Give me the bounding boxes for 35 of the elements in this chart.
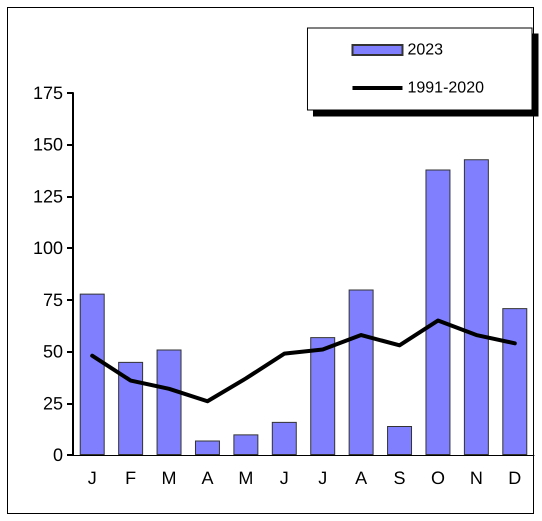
bar xyxy=(425,170,450,455)
x-tick-label: M xyxy=(162,468,177,488)
y-tick-label: 175 xyxy=(32,83,63,103)
y-tick-label: 50 xyxy=(42,342,63,362)
x-tick-label: S xyxy=(394,468,406,488)
line-series xyxy=(90,318,517,404)
bar xyxy=(118,362,144,455)
x-tick-label: D xyxy=(508,468,522,488)
y-tick-label: 125 xyxy=(32,186,63,206)
x-tick-label: F xyxy=(125,468,136,488)
bar xyxy=(502,308,528,455)
bar xyxy=(194,440,220,455)
x-tick-label: A xyxy=(201,468,214,488)
y-tick-label: 100 xyxy=(32,238,63,258)
x-tick-label: J xyxy=(280,468,289,488)
y-tick-label: 25 xyxy=(42,393,63,414)
x-tick-label: J xyxy=(88,468,97,488)
legend-label: 1991-2020 xyxy=(407,80,484,96)
x-tick-label: J xyxy=(318,468,328,488)
x-tick-label: N xyxy=(470,468,483,488)
bar xyxy=(387,426,412,455)
y-tick-label: 150 xyxy=(32,134,63,155)
bar xyxy=(156,350,182,455)
x-tick-label: A xyxy=(355,468,368,488)
bar xyxy=(348,290,374,455)
bar xyxy=(464,159,489,455)
bar xyxy=(233,434,258,455)
legend-label: 2023 xyxy=(407,42,444,58)
bar xyxy=(80,294,105,455)
y-tick-label: 0 xyxy=(52,445,63,465)
x-tick-label: M xyxy=(238,468,254,488)
x-tick-label: O xyxy=(430,468,445,488)
bar xyxy=(310,337,336,455)
bar xyxy=(272,422,297,455)
y-tick-label: 75 xyxy=(42,290,63,310)
